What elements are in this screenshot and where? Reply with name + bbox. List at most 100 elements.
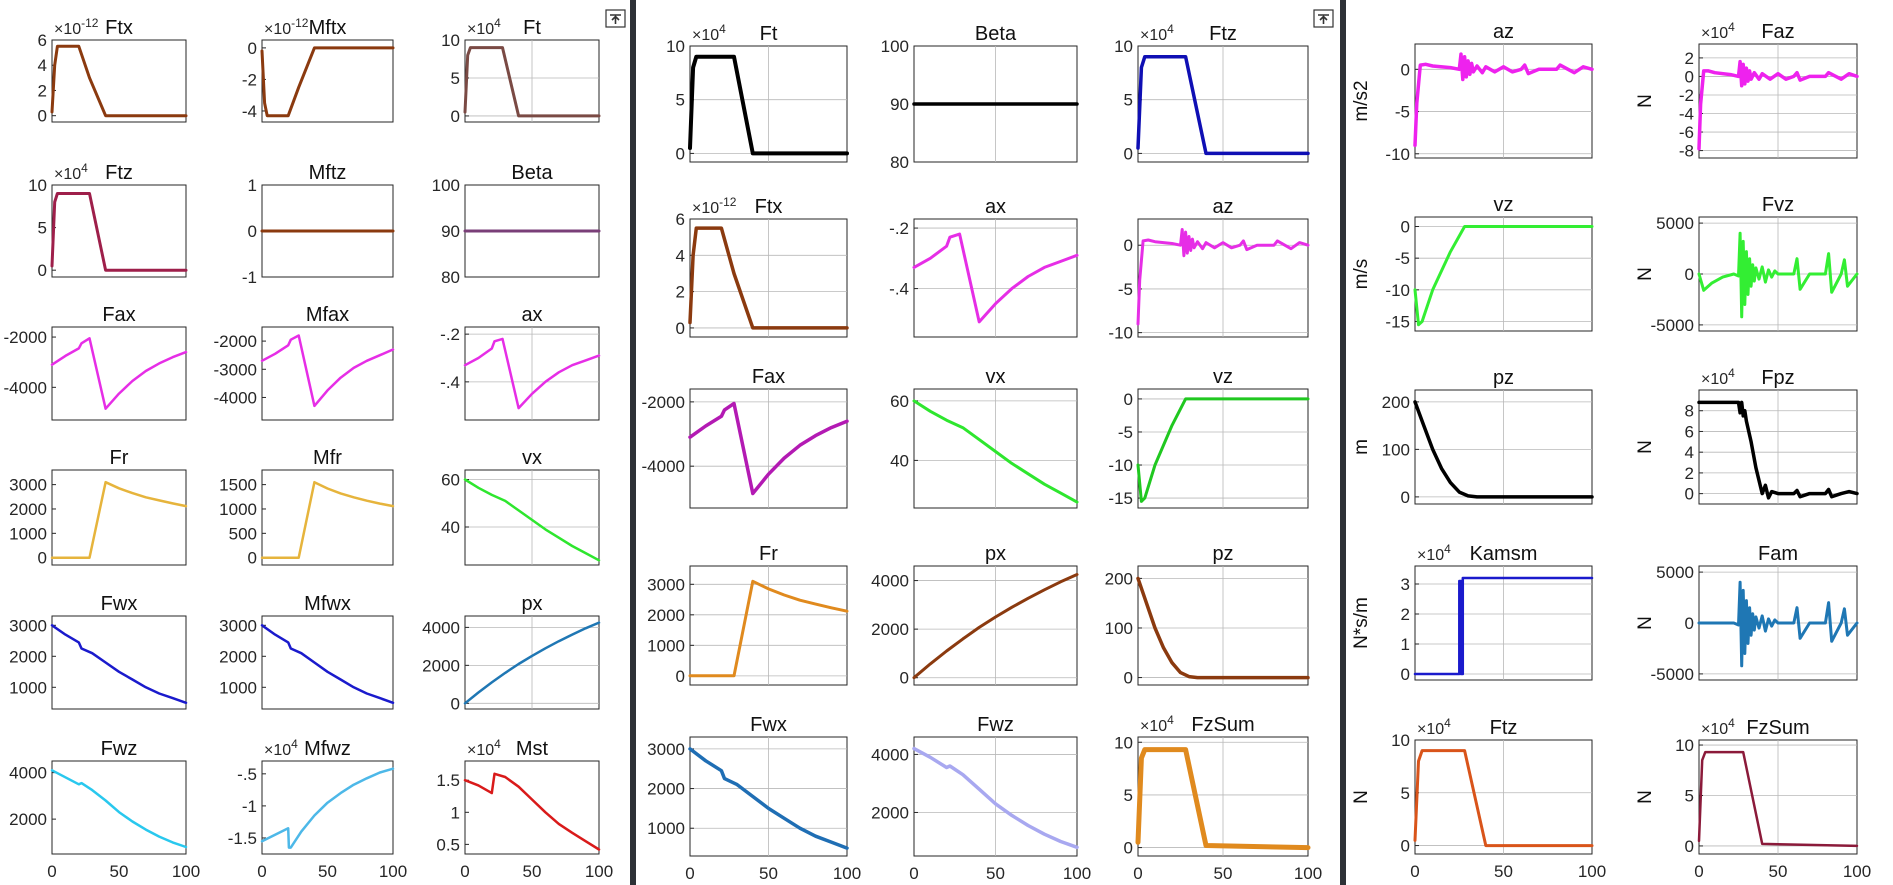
chart-mst-axes: 0.5 1 1.5 0 50 100 Mst ×104 [436,737,613,881]
plot-title: Fwz [977,714,1014,736]
plot-title: Mftz [309,162,347,184]
y-tick-label: 80 [890,153,909,172]
series-line [1413,576,1594,676]
axis-exponent-label: ×104 [1701,366,1735,388]
y-tick-label: 0 [676,319,685,338]
plot-title: Mfr [313,447,342,469]
plot-title: Mfwz [304,738,351,760]
plot-title: px [521,593,542,615]
y-tick-label: -5 [1118,423,1133,442]
series-line [688,579,849,678]
x-tick-label: 0 [1410,862,1419,881]
plot-title: az [1493,21,1514,43]
y-tick-label: -2000 [214,332,257,351]
y-tick-label: 5 [1685,786,1694,805]
y-tick-label: 100 [1105,619,1133,638]
y-tick-label: 0 [1401,665,1410,684]
y-tick-label: 200 [1105,569,1133,588]
series-line [260,624,395,705]
x-tick-label: 50 [110,862,129,881]
series-line [1136,397,1310,503]
y-axis-label: N [1635,790,1656,804]
dock-figure-icon-glyph[interactable] [610,14,621,24]
y-tick-label: -10 [1385,281,1410,300]
series-line [688,747,849,850]
y-tick-label: 0 [1401,488,1410,507]
dock-figure-icon-glyph[interactable] [1318,14,1329,24]
y-tick-label: -5000 [1651,316,1694,335]
y-tick-label: 100 [432,176,460,195]
y-tick-label: 1.5 [436,771,460,790]
y-tick-label: -.4 [440,373,460,392]
y-tick-label: 4 [38,56,47,75]
x-tick-label: 100 [172,862,200,881]
y-tick-label: -4000 [4,378,47,397]
chart-vx-axes: 40 60 vx [890,366,1079,509]
plot-title: vx [522,447,542,469]
series-line [260,334,395,408]
chart-beta-axes: 80 90 100 Beta [432,162,601,287]
chart-fwz-axes: 2000 4000 0 50 100 Fwz [871,714,1091,883]
y-tick-label: 0 [1685,67,1694,86]
y-tick-label: 0 [1401,837,1410,856]
chart-fwx-axes: 1000 2000 3000 0 50 100 Fwx [647,714,861,883]
y-tick-label: -.2 [440,325,460,344]
panel-separator [630,0,636,885]
y-tick-label: 5 [451,69,460,88]
chart-faz-axes: -8-6-4-202 Faz ×104 N [1635,20,1859,161]
x-tick-label: 100 [1294,864,1322,883]
y-tick-label: 2000 [871,803,909,822]
plot-title: Fr [110,447,129,469]
y-tick-label: 500 [229,524,257,543]
y-tick-label: -5 [1395,249,1410,268]
plot-title: Fax [752,366,785,388]
axes-frame [51,615,187,710]
chart-mfwz-axes: -1.5 -1 -.5 0 50 100 Mfwz ×104 [228,737,407,881]
chart-vz-axes: -15 -10 -5 0 vz [1108,366,1310,509]
y-tick-label: 0 [38,549,47,568]
y-tick-label: 0 [1124,839,1133,858]
y-tick-label: 1000 [9,524,47,543]
y-tick-label: -2000 [4,328,47,347]
y-tick-label: -4 [1679,105,1694,124]
y-tick-label: -2 [1679,86,1694,105]
y-tick-label: 4000 [9,764,47,783]
y-tick-label: -2000 [642,393,685,412]
x-tick-label: 0 [685,864,694,883]
x-tick-label: 0 [1133,864,1142,883]
y-axis-label: N [1635,616,1656,630]
y-tick-label: 0 [1401,218,1410,237]
chart-ax-axes: -.4 -.2 ax [889,196,1079,338]
y-tick-label: 2000 [647,606,685,625]
plot-title: Fwx [750,714,787,736]
chart-mftx-axes: -4 -2 0 Mftx×10-12 [242,16,395,123]
x-tick-label: 50 [318,862,337,881]
dock-figure-icon[interactable] [605,9,626,28]
x-tick-label: 50 [1769,862,1788,881]
y-tick-label: 2000 [647,780,685,799]
plot-title: ax [521,304,542,326]
plot-title: Mfwx [304,593,351,615]
x-tick-label: 100 [833,864,861,883]
y-tick-label: 3 [1401,575,1410,594]
y-axis-label: N [1351,790,1372,804]
chart-ftz-axes: 0 5 10 Ftz ×104 [28,161,188,280]
plot-title: Ftz [1209,23,1237,45]
plot-title: Beta [511,162,553,184]
chart-fam-axes: -5000 0 5000 Fam N [1635,543,1859,684]
series-line [260,767,395,849]
series-line [50,480,188,559]
y-tick-label: 40 [441,518,460,537]
plot-title: Fax [102,304,135,326]
x-tick-label: 100 [379,862,407,881]
series-line [1697,580,1859,668]
chart-ft-axes: 0 5 10 Ft ×104 [441,16,601,126]
chart-fax-axes: -4000 -2000 Fax [4,304,188,421]
y-tick-label: 40 [890,451,909,470]
axes-frame [261,469,394,566]
dock-figure-icon[interactable] [1313,9,1334,28]
y-axis-label: N*s/m [1351,597,1372,649]
y-tick-label: 0 [248,549,257,568]
chart-kamsm-axes: 0 1 2 3 Kamsm ×104 N*s/m [1351,542,1594,684]
